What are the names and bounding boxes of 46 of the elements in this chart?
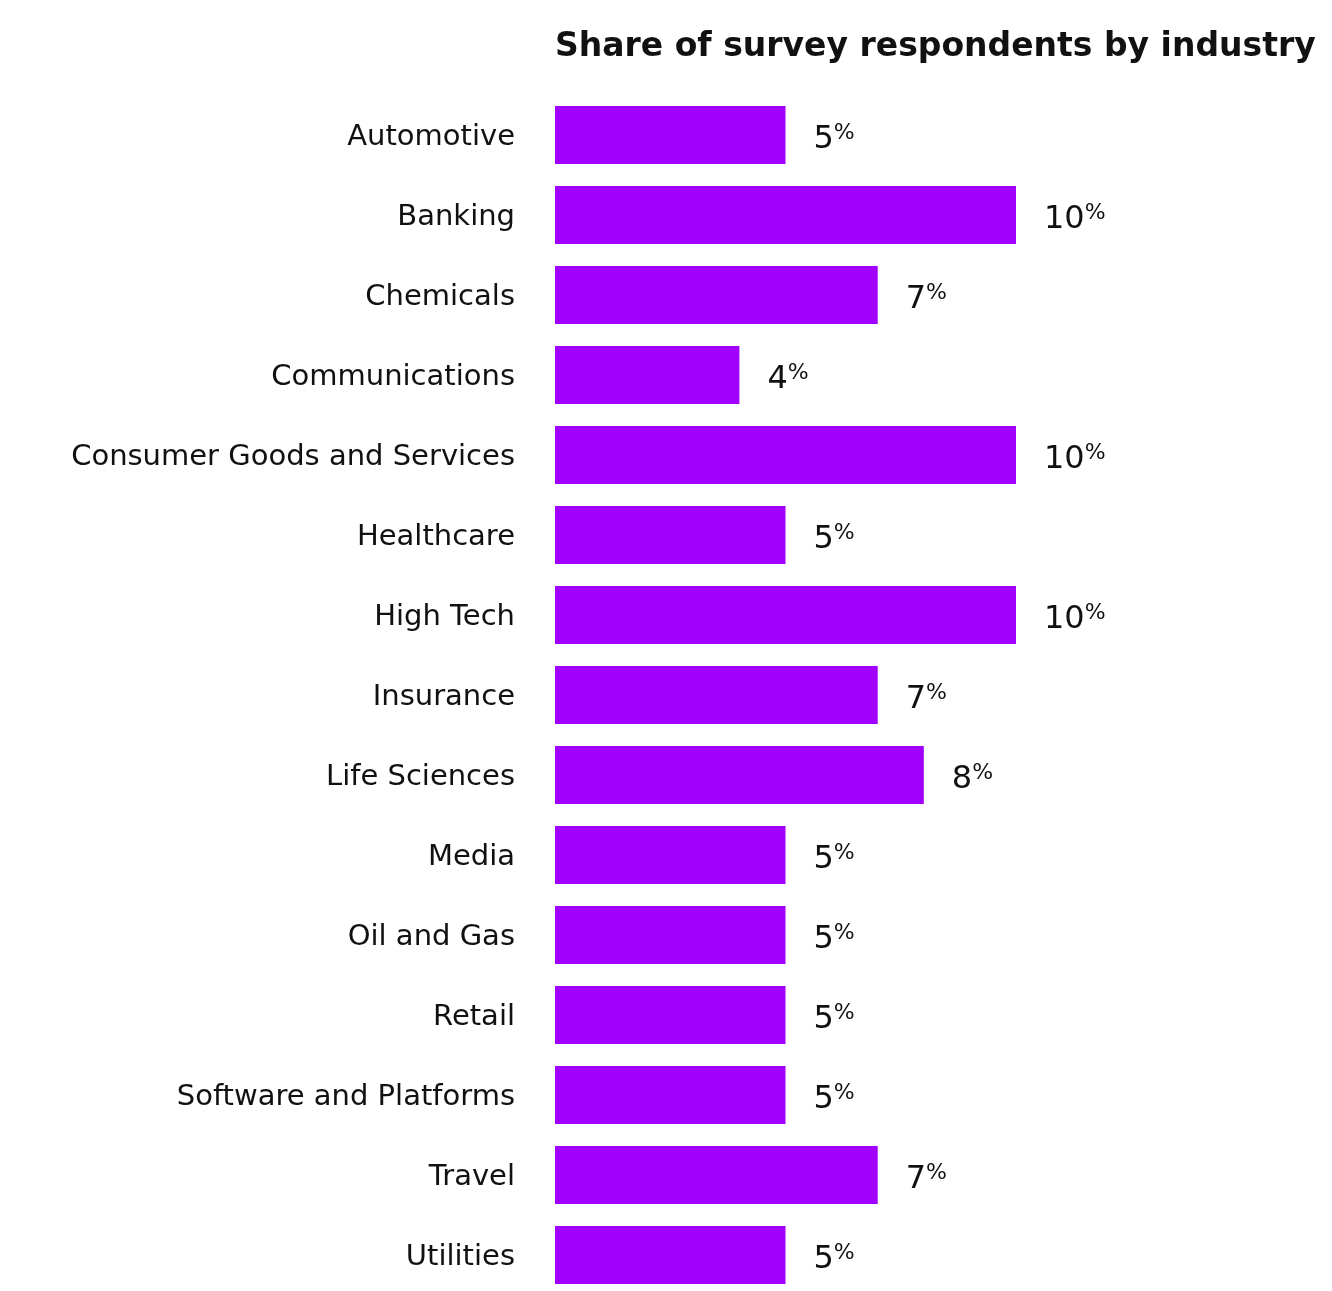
y-tick-label: Insurance bbox=[372, 678, 515, 713]
y-tick-label: Travel bbox=[427, 1158, 515, 1193]
data-label: 5$^{%}$ bbox=[813, 917, 855, 956]
y-tick-label: Oil and Gas bbox=[347, 918, 515, 953]
bar bbox=[555, 186, 1016, 244]
bar bbox=[555, 746, 924, 804]
data-label: 8$^{%}$ bbox=[951, 757, 994, 796]
y-tick-label: Software and Platforms bbox=[176, 1078, 515, 1113]
y-tick-label: Utilities bbox=[405, 1238, 515, 1273]
bar bbox=[555, 346, 740, 404]
bar bbox=[555, 826, 786, 884]
data-label: 5$^{%}$ bbox=[813, 997, 855, 1036]
data-label: 7$^{%}$ bbox=[905, 1157, 947, 1196]
bar bbox=[555, 986, 786, 1044]
chart-title: Share of survey respondents by industry bbox=[555, 25, 1316, 64]
y-tick-label: Consumer Goods and Services bbox=[71, 438, 515, 473]
bar bbox=[555, 1066, 786, 1124]
data-label: 10$^{%}$ bbox=[1044, 437, 1106, 476]
data-label: 4$^{%}$ bbox=[767, 357, 809, 396]
bar bbox=[555, 506, 786, 564]
y-tick-label: Life Sciences bbox=[325, 758, 515, 793]
y-tick-label: Automotive bbox=[347, 118, 515, 153]
data-label: 5$^{%}$ bbox=[813, 1077, 855, 1116]
bar bbox=[555, 426, 1016, 484]
data-label: 5$^{%}$ bbox=[813, 1237, 855, 1276]
y-tick-label: Retail bbox=[433, 998, 515, 1033]
data-label: 10$^{%}$ bbox=[1044, 597, 1106, 636]
y-tick-label: High Tech bbox=[374, 598, 515, 633]
bar bbox=[555, 586, 1016, 644]
y-tick-label: Healthcare bbox=[356, 518, 515, 553]
data-label: 7$^{%}$ bbox=[905, 677, 947, 716]
bar bbox=[555, 906, 786, 964]
y-tick-label: Communications bbox=[271, 358, 515, 393]
bar bbox=[555, 1226, 786, 1284]
data-label: 5$^{%}$ bbox=[813, 517, 855, 556]
data-label: 10$^{%}$ bbox=[1044, 197, 1106, 236]
data-label: 5$^{%}$ bbox=[813, 837, 855, 876]
bar bbox=[555, 266, 878, 324]
data-label: 7$^{%}$ bbox=[905, 277, 947, 316]
bar bbox=[555, 666, 878, 724]
y-tick-label: Chemicals bbox=[365, 278, 515, 313]
data-label: 5$^{%}$ bbox=[813, 117, 855, 156]
bar bbox=[555, 106, 786, 164]
y-tick-label: Media bbox=[427, 838, 515, 873]
y-tick-label: Banking bbox=[397, 198, 515, 233]
bar bbox=[555, 1146, 878, 1204]
